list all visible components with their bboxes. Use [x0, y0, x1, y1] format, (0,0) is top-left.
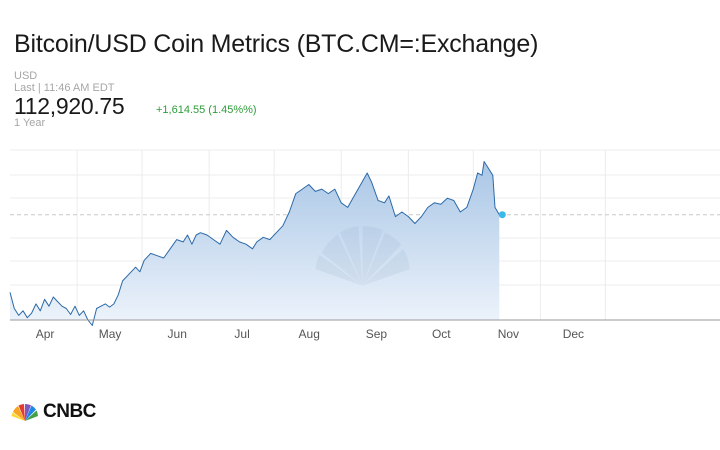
x-tick-label: May: [99, 327, 122, 341]
range-label: 1 Year: [14, 117, 46, 129]
peacock-watermark-icon: [315, 226, 410, 286]
price-line: [9, 161, 500, 326]
brand-logo: CNBC: [10, 401, 96, 423]
x-tick-label: Aug: [299, 327, 320, 341]
last-updated-label: Last | 11:46 AM EDT: [14, 82, 115, 94]
x-tick-label: Nov: [498, 327, 519, 341]
peacock-logo-icon: [11, 403, 38, 421]
x-tick-label: Jul: [234, 327, 249, 341]
x-tick-label: Oct: [432, 327, 451, 341]
price-change: +1,614.55 (1.45%%): [156, 104, 257, 116]
x-axis-ticks: Apr May Jun Jul Aug Sep Oct Nov Dec: [36, 327, 584, 341]
price-chart: Apr May Jun Jul Aug Sep Oct Nov Dec: [9, 149, 720, 341]
current-price: 112,920.75: [14, 93, 125, 119]
x-tick-label: Jun: [168, 327, 187, 341]
chart-title: Bitcoin/USD Coin Metrics (BTC.CM=:Exchan…: [14, 30, 539, 58]
x-tick-label: Dec: [563, 327, 584, 341]
price-area: [10, 161, 500, 326]
logo-text: CNBC: [43, 401, 96, 422]
current-price-marker: [498, 211, 506, 219]
currency-label: USD: [14, 70, 38, 82]
x-tick-label: Apr: [36, 327, 55, 341]
x-tick-label: Sep: [366, 327, 388, 341]
